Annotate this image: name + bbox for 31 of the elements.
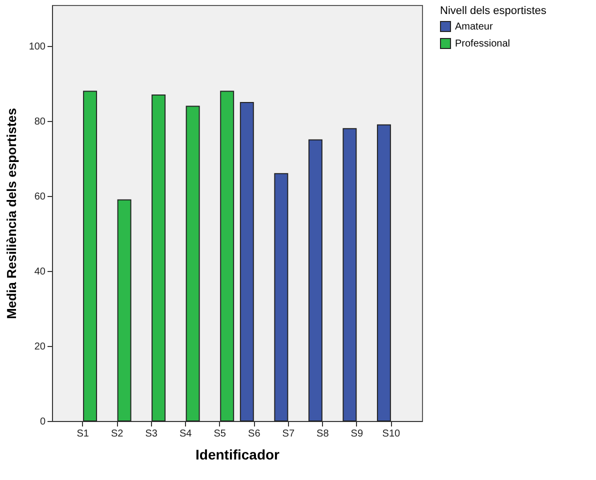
bar (152, 94, 166, 422)
x-tick-label: S10 (382, 428, 400, 440)
y-tick-label: 80 (34, 116, 46, 128)
y-tick-label: 40 (34, 266, 46, 278)
x-axis-title: Identificador (195, 446, 280, 462)
legend-label: Professional (455, 38, 510, 50)
bar (308, 139, 322, 422)
x-tick-label: S7 (282, 428, 295, 440)
bar (186, 106, 200, 422)
y-tick-label: 0 (40, 416, 46, 428)
x-tick-label: S3 (145, 428, 158, 440)
bar (240, 102, 254, 422)
y-tick-label: 60 (34, 192, 46, 203)
x-tick-label: S5 (214, 428, 226, 440)
x-tick-label: S8 (316, 428, 330, 440)
x-tick-label: S4 (179, 428, 192, 440)
x-tick-label: S6 (248, 428, 261, 440)
bar (83, 90, 98, 422)
bar (220, 90, 234, 422)
y-tick-label: 20 (34, 342, 46, 353)
y-axis-title: Media Resiliència dels esportistes (4, 108, 19, 319)
x-tick-label: S9 (350, 428, 364, 440)
y-tick-label: 100 (28, 42, 46, 53)
bar (376, 124, 391, 422)
bar (117, 199, 132, 422)
legend-title: Nivell dels esportistes (440, 5, 547, 17)
x-tick-label: S1 (76, 428, 90, 440)
bar (274, 173, 288, 422)
bar (342, 128, 357, 422)
legend-label: Amateur (455, 22, 494, 32)
x-tick-label: S2 (110, 428, 124, 440)
